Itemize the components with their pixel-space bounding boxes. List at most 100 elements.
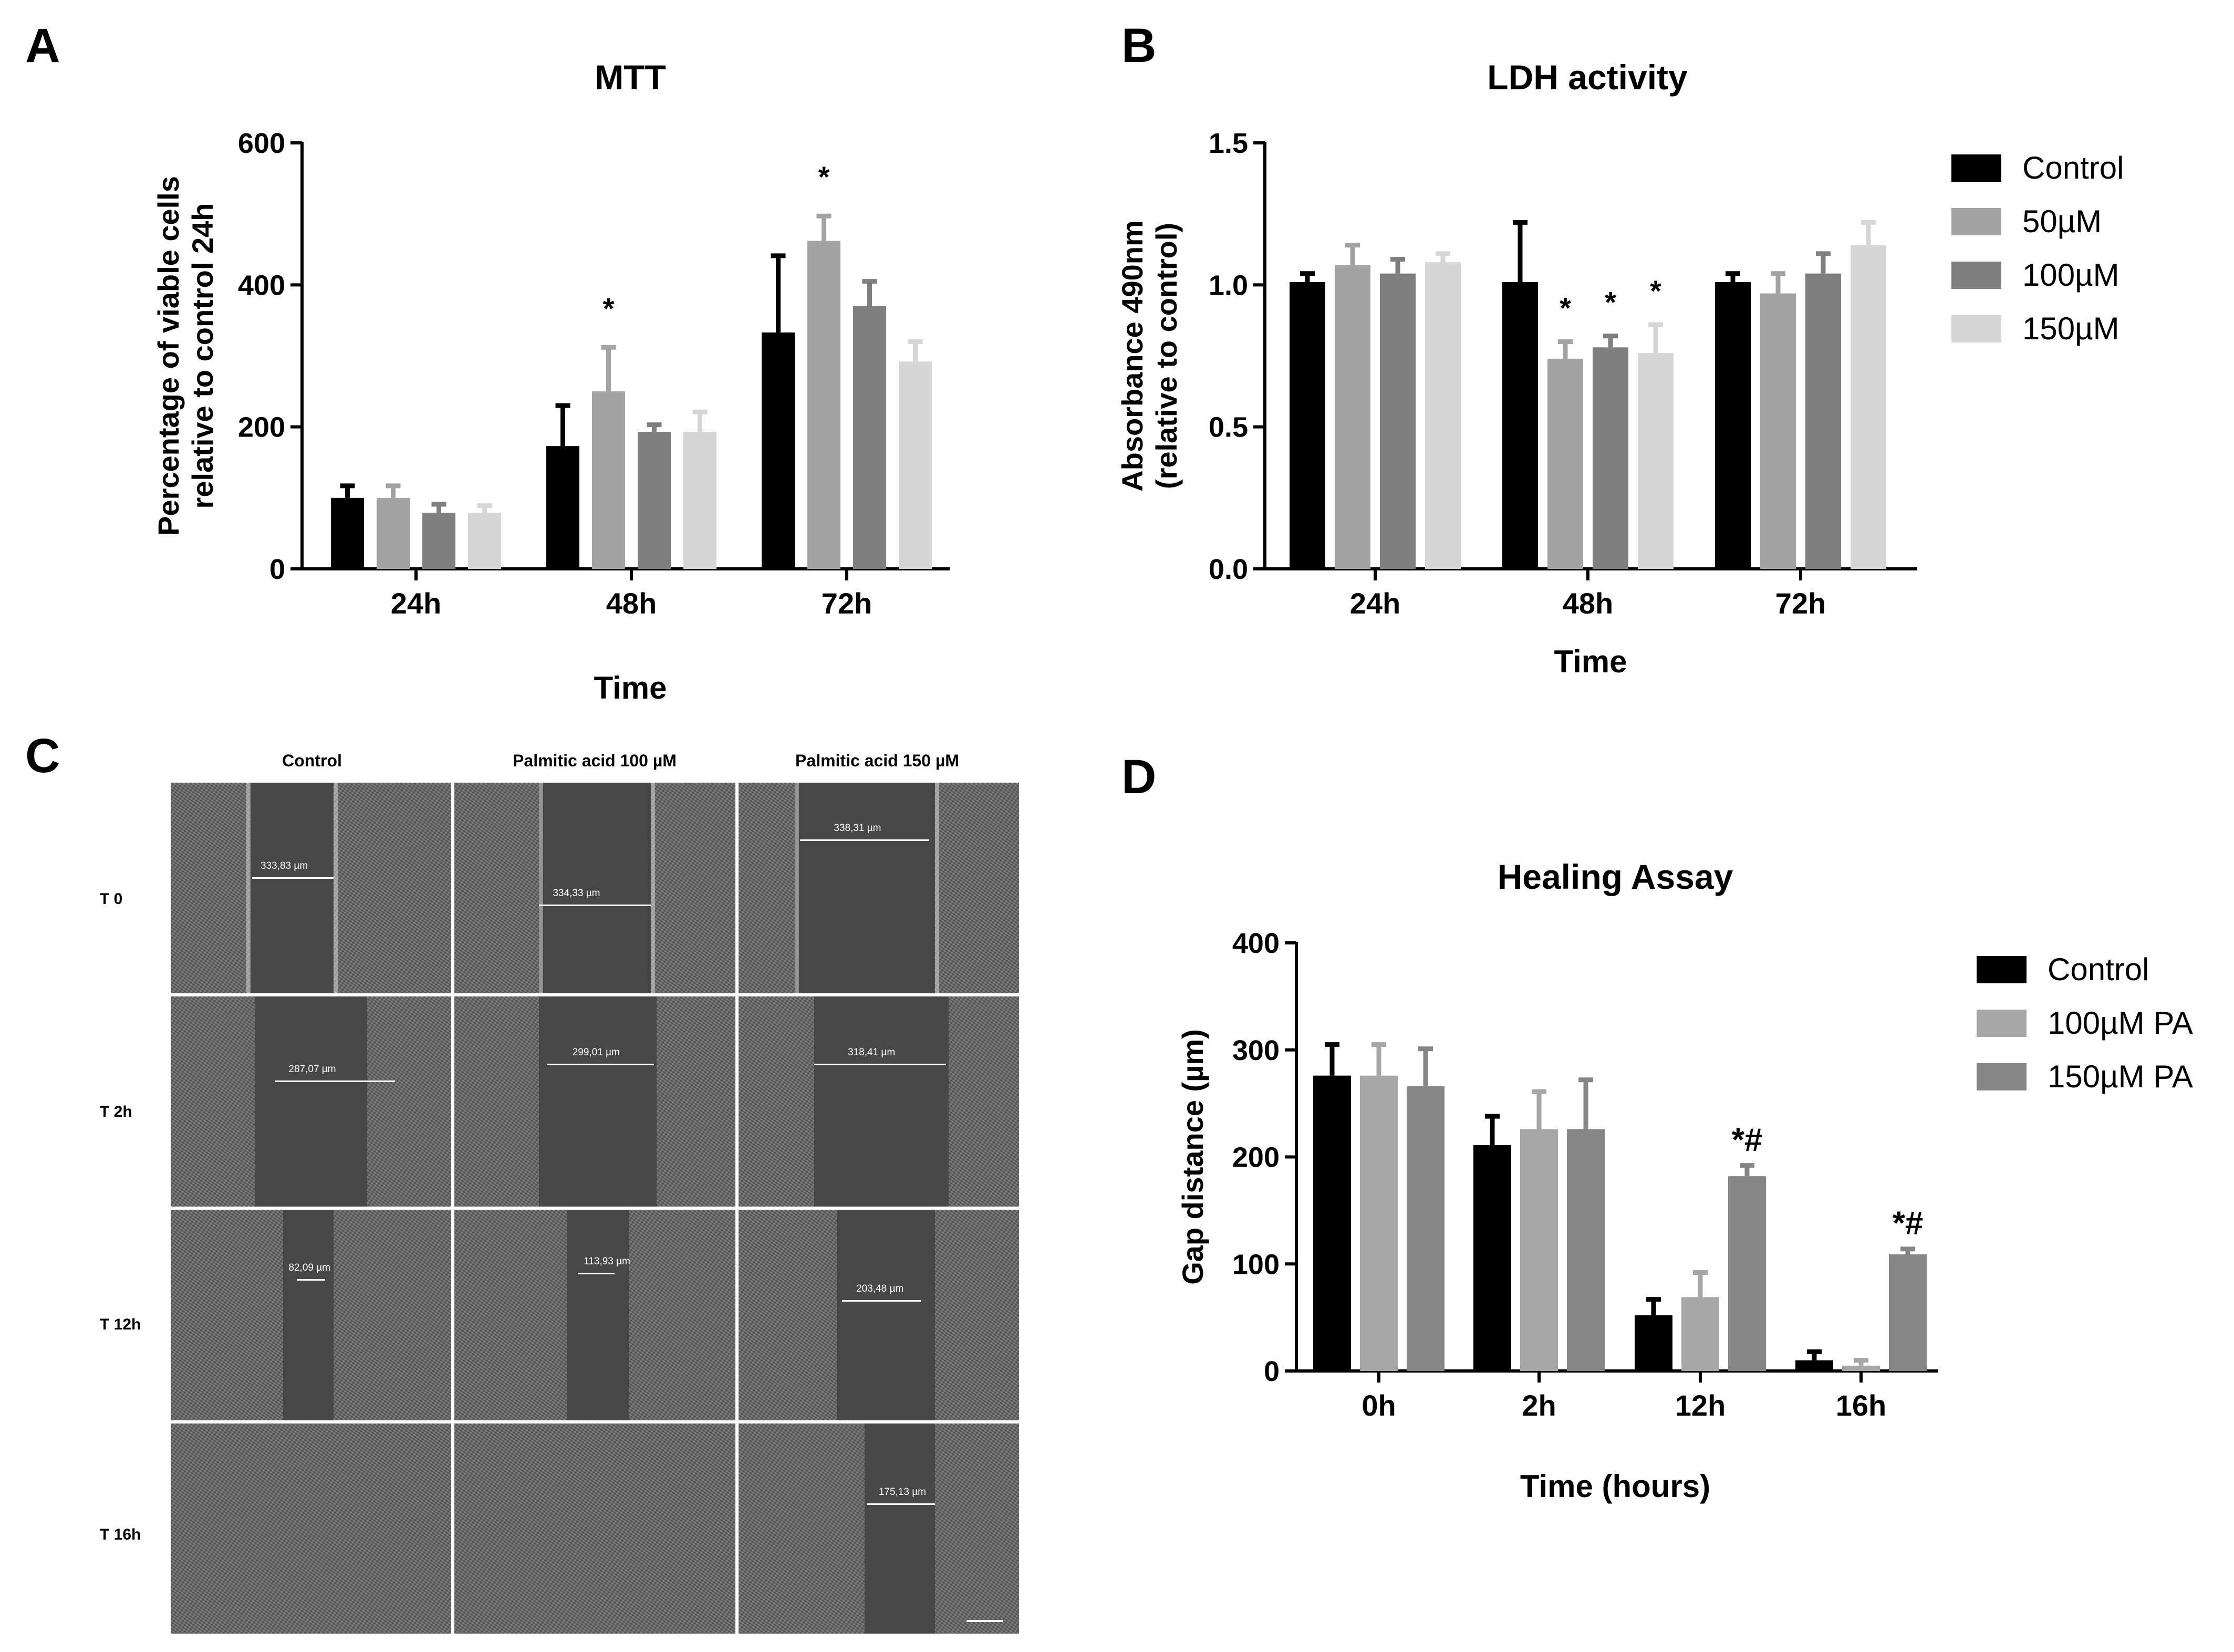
bar	[762, 332, 795, 569]
x-tick-label: 12h	[1675, 1389, 1726, 1422]
legend-swatch	[1977, 1063, 2027, 1090]
bar	[1638, 353, 1674, 569]
x-axis-label: Time	[594, 670, 667, 705]
micrograph-panel: 333,83 µm 334,33 µm 338,31 µm 287,07 µm …	[171, 783, 1019, 1634]
mtt-chart: MTT 0 200 400 600 24h 48h 72h * * Percentage of vi…	[152, 58, 950, 705]
measurement-label: 203,48 µm	[856, 1283, 904, 1295]
bar	[1715, 282, 1751, 569]
y-axis-label: (relative to control)	[1150, 223, 1183, 489]
bar	[1520, 1129, 1558, 1371]
y-tick-label: 600	[238, 128, 285, 159]
significance-marker: *#	[1732, 1122, 1763, 1158]
bar	[1728, 1176, 1766, 1371]
significance-marker: *	[1650, 274, 1661, 307]
x-tick-label: 72h	[1775, 587, 1826, 620]
bar	[1335, 265, 1370, 569]
measurement-label: 318,41 µm	[848, 1046, 896, 1058]
y-tick-label: 0.0	[1209, 554, 1248, 585]
legend-label: 100µM PA	[2048, 1005, 2193, 1041]
panel-letter-c: C	[25, 729, 60, 783]
bar	[1473, 1145, 1511, 1371]
micrograph-t2h-pa100: 299,01 µm	[454, 996, 735, 1207]
bar	[1805, 273, 1841, 569]
panel-letter-b: B	[1121, 19, 1156, 72]
x-tick-label: 24h	[391, 587, 442, 620]
legend-label: 50µM	[2022, 204, 2102, 239]
x-tick-label: 24h	[1350, 587, 1401, 620]
y-tick-label: 1.5	[1209, 128, 1248, 159]
measurement-label: 82,09 µm	[288, 1262, 331, 1274]
micrograph-t12h-control: 82,09 µm	[171, 1210, 452, 1420]
micro-column-label-control: Control	[282, 751, 342, 770]
micrograph-t2h-pa150: 318,41 µm	[738, 996, 1019, 1207]
y-tick-label: 200	[238, 412, 285, 443]
micro-column-label-pa150: Palmitic acid 150 µM	[795, 751, 959, 770]
y-tick-label: 100	[1232, 1249, 1280, 1280]
bar	[1889, 1254, 1927, 1371]
micro-row-label-t16h: T 16h	[100, 1526, 141, 1543]
legend-label: 100µM	[2022, 257, 2119, 293]
micro-row-label-t12h: T 12h	[100, 1316, 141, 1333]
measurement-label: 333,83 µm	[260, 860, 308, 872]
significance-marker: *	[1605, 286, 1616, 319]
bar	[683, 432, 716, 569]
bar	[422, 513, 455, 569]
bar	[377, 497, 410, 569]
x-tick-label: 48h	[1563, 587, 1614, 620]
legend-label: 150µM	[2022, 311, 2119, 346]
bar	[1795, 1360, 1833, 1371]
bar	[331, 497, 364, 569]
scale-bar	[966, 1620, 1003, 1622]
panel-letter-d: D	[1121, 750, 1156, 804]
y-tick-label: 400	[238, 269, 285, 301]
bar	[1547, 358, 1583, 569]
legend-label: Control	[2022, 150, 2124, 185]
chart-title: LDH activity	[1487, 58, 1688, 97]
micrograph-t12h-pa150: 203,48 µm	[738, 1210, 1019, 1420]
bar	[1681, 1297, 1719, 1371]
panel-letter-a: A	[25, 19, 60, 72]
micrograph-t0-control: 333,83 µm	[171, 783, 452, 993]
measurement-label: 113,93 µm	[584, 1256, 630, 1267]
ldh-chart: LDH activity 0.0 0.5 1.0 1.5 24h 48h 72h * * * Abso…	[1116, 58, 2124, 679]
bar	[1407, 1086, 1445, 1371]
bar	[1567, 1129, 1605, 1371]
measurement-label: 175,13 µm	[878, 1486, 926, 1498]
y-axis-label: Absorbance 490nm	[1116, 220, 1149, 492]
x-axis-label: Time (hours)	[1520, 1469, 1710, 1504]
x-tick-label: 0h	[1362, 1389, 1396, 1422]
significance-marker: *	[603, 292, 615, 325]
legend-swatch	[1977, 956, 2027, 983]
measurement-label: 287,07 µm	[288, 1063, 336, 1075]
bar	[1502, 282, 1538, 569]
bar	[1635, 1315, 1672, 1371]
bar	[1842, 1365, 1880, 1371]
bar	[546, 446, 579, 569]
y-tick-label: 0	[1264, 1356, 1280, 1387]
bar	[468, 513, 501, 569]
measurement-label: 299,01 µm	[572, 1046, 620, 1058]
measurement-label: 338,31 µm	[834, 823, 881, 834]
legend-label: 150µM PA	[2048, 1059, 2193, 1094]
legend-swatch	[1951, 262, 2001, 289]
micrograph-grid: 333,83 µm 334,33 µm 338,31 µm 287,07 µm …	[171, 783, 1019, 1634]
micrograph-t0-pa100: 334,33 µm	[454, 783, 735, 993]
x-tick-label: 48h	[606, 587, 657, 620]
y-axis-label: relative to control 24h	[186, 203, 219, 509]
micrograph-t12h-pa100: 113,93 µm	[454, 1210, 735, 1420]
y-tick-label: 0.5	[1209, 412, 1248, 443]
chart-title: Healing Assay	[1498, 857, 1733, 896]
micrograph-t16h-pa100	[454, 1423, 735, 1634]
micro-column-label-pa100: Palmitic acid 100 µM	[513, 751, 677, 770]
significance-marker: *#	[1893, 1206, 1924, 1242]
legend-swatch	[1977, 1010, 2027, 1037]
significance-marker: *	[818, 160, 830, 193]
bar	[807, 241, 840, 569]
micrograph-t16h-control	[171, 1423, 452, 1634]
bar	[1425, 262, 1461, 569]
legend-label: Control	[2048, 952, 2149, 987]
bar	[1380, 273, 1416, 569]
x-axis-label: Time	[1554, 644, 1627, 679]
measurement-label: 334,33 µm	[553, 888, 600, 899]
